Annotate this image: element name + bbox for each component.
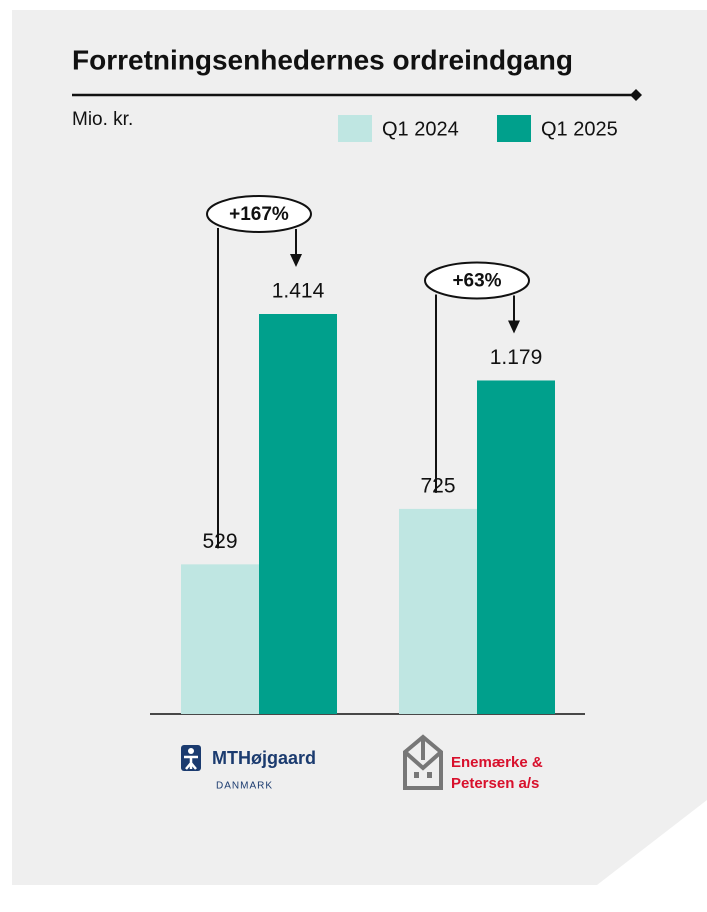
annotation-bubble	[206, 195, 312, 233]
bar	[399, 508, 477, 714]
rule-diamond	[630, 89, 642, 101]
legend-label: Q1 2025	[541, 118, 618, 140]
bar	[477, 380, 555, 714]
bar	[181, 564, 259, 714]
category-label: MTHøjgaard	[212, 748, 316, 768]
legend-swatch	[497, 115, 531, 142]
annotation-text: +167%	[229, 204, 289, 225]
value-label: 725	[420, 474, 455, 497]
value-label: 1.414	[272, 280, 325, 303]
legend-swatch	[338, 115, 372, 142]
value-label: 529	[202, 530, 237, 553]
chart-title: Forretningsenhedernes ordreindgang	[72, 44, 573, 75]
bar	[259, 314, 337, 714]
mth-logo-icon	[181, 745, 201, 771]
arrow-head	[290, 254, 302, 267]
category-sublabel: DANMARK	[216, 781, 273, 792]
annotation-text: +63%	[452, 270, 501, 291]
legend-label: Q1 2024	[382, 118, 459, 140]
value-label: 1.179	[490, 346, 543, 369]
ep-logo-icon	[403, 734, 443, 790]
unit-label: Mio. kr.	[72, 109, 133, 130]
category-label: Petersen a/s	[451, 775, 539, 792]
arrow-head	[508, 320, 520, 334]
category-label: Enemærke &	[451, 754, 543, 771]
annotation-bubble	[424, 261, 530, 300]
